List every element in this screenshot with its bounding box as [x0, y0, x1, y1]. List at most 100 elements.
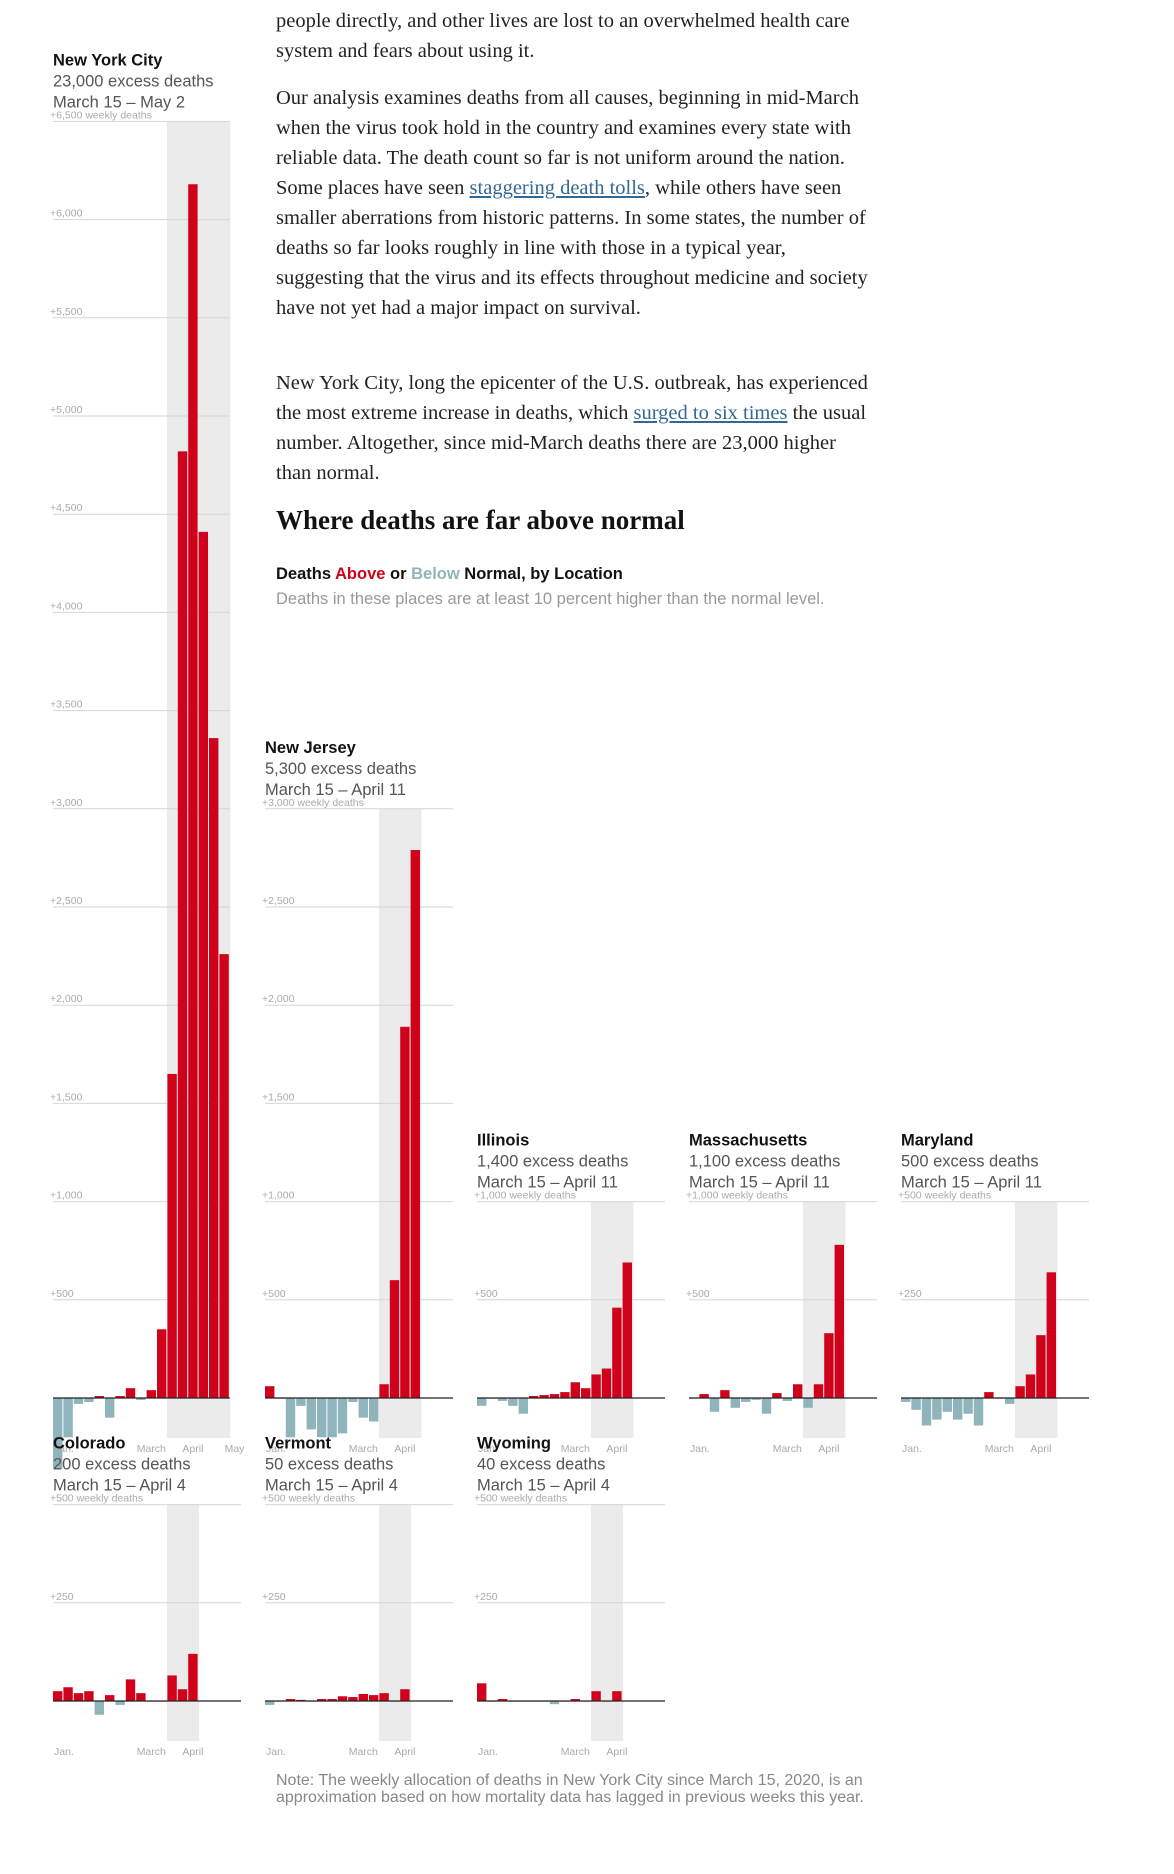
section-heading: Where deaths are far above normal [276, 505, 685, 535]
vermont-excess-deaths: 50 excess deaths [265, 1456, 393, 1474]
vermont-bar [265, 1701, 275, 1705]
paragraph-text: New York City, long the epicenter of the… [276, 372, 868, 424]
new-york-city-bar [115, 1396, 125, 1398]
vermont-y-tick-label: +250 [262, 1591, 286, 1603]
vermont-x-tick-label: April [394, 1746, 415, 1758]
surged-link[interactable]: surged to six times [633, 402, 788, 424]
new-jersey-x-tick-label: Jan. [266, 1443, 286, 1455]
vermont-x-tick-label: Jan. [266, 1746, 286, 1758]
maryland-y-tick-label: +250 [898, 1288, 922, 1300]
new-jersey-bar [285, 1398, 296, 1438]
new-jersey-y-tick-label: +2,500 [262, 895, 295, 907]
wyoming-bar [612, 1691, 622, 1701]
chart-title-text: or [385, 565, 412, 583]
paragraph-text: Our analysis examines deaths from all ca… [276, 87, 859, 199]
new-york-city-excess-deaths: 23,000 excess deaths [53, 72, 214, 90]
massachusetts-bar [803, 1398, 813, 1408]
wyoming-period: March 15 – April 4 [477, 1477, 610, 1495]
vermont-bar [379, 1693, 389, 1701]
illinois-y-tick-label: +500 [474, 1288, 498, 1300]
illinois-x-tick-label: April [606, 1443, 627, 1455]
new-york-city-bar [136, 1398, 146, 1400]
vermont-bar [317, 1699, 327, 1701]
maryland-excess-deaths: 500 excess deaths [901, 1153, 1039, 1171]
illinois-bar [570, 1382, 580, 1398]
maryland-bar [1036, 1335, 1046, 1398]
chart-title: Deaths Above or Below Normal, by Locatio… [276, 565, 896, 584]
maryland-title: Maryland [901, 1132, 973, 1150]
new-jersey-y-tick-label: +2,000 [262, 993, 295, 1005]
new-york-city-bar [125, 1388, 136, 1398]
massachusetts-bar [761, 1398, 772, 1414]
vermont-title: Vermont [265, 1435, 332, 1453]
new-jersey-bar [379, 1384, 389, 1398]
new-jersey-bar [358, 1398, 368, 1418]
maryland-bar [963, 1398, 973, 1414]
new-york-city-bar [146, 1390, 156, 1398]
new-york-city-y-tick-label: +2,500 [50, 895, 83, 907]
maryland-bar [1046, 1272, 1056, 1398]
colorado-bar [53, 1691, 63, 1701]
vermont-bar [337, 1696, 348, 1701]
wyoming-y-tick-label: +500 weekly deaths [474, 1493, 567, 1505]
illinois-bar [601, 1368, 612, 1398]
new-jersey-period: March 15 – April 11 [265, 781, 406, 799]
new-jersey-x-tick-label: March [349, 1443, 378, 1455]
massachusetts-bar [699, 1394, 709, 1398]
chart-title-text: Deaths [276, 565, 335, 583]
wyoming-x-tick-label: April [606, 1746, 627, 1758]
maryland-period: March 15 – April 11 [901, 1174, 1042, 1192]
new-york-city-y-tick-label: +2,000 [50, 993, 83, 1005]
new-york-city-bar [73, 1398, 84, 1404]
colorado-title: Colorado [53, 1435, 125, 1453]
new-jersey-x-tick-label: April [394, 1443, 415, 1455]
new-jersey-bar [337, 1398, 348, 1434]
colorado-bar [94, 1701, 104, 1715]
massachusetts-bar [772, 1393, 782, 1398]
article-paragraph: people directly, and other lives are los… [276, 10, 850, 62]
new-jersey-excess-deaths: 5,300 excess deaths [265, 760, 416, 778]
chart-title-above: Above [335, 565, 386, 583]
new-york-city-x-tick-label: Jan. [54, 1443, 74, 1455]
maryland-bar [1025, 1374, 1036, 1398]
maryland-x-tick-label: April [1030, 1443, 1051, 1455]
massachusetts-period: March 15 – April 11 [689, 1174, 830, 1192]
illinois-title: Illinois [477, 1132, 529, 1150]
massachusetts-bar [709, 1398, 720, 1412]
massachusetts-bar [834, 1244, 844, 1398]
maryland-bar [1005, 1398, 1015, 1404]
illinois-y-tick-label: +1,000 weekly deaths [474, 1190, 576, 1202]
vermont-bar [285, 1699, 296, 1701]
new-york-city-y-tick-label: +3,500 [50, 699, 83, 711]
new-jersey-bar [327, 1398, 337, 1438]
maryland-y-tick-label: +500 weekly deaths [898, 1190, 991, 1202]
new-york-city-x-tick-label: April [182, 1443, 203, 1455]
vermont-shaded-period [378, 1504, 412, 1741]
new-york-city-bar [167, 1073, 177, 1398]
maryland-bar [932, 1398, 942, 1420]
new-jersey-y-tick-label: +500 [262, 1288, 286, 1300]
vermont-bar [348, 1697, 358, 1701]
wyoming-bar [497, 1699, 508, 1701]
new-york-city-y-tick-label: +4,000 [50, 600, 83, 612]
massachusetts-x-tick-label: April [818, 1443, 839, 1455]
new-york-city-y-tick-label: +6,500 weekly deaths [50, 109, 152, 121]
illinois-bar [497, 1398, 508, 1401]
new-york-city-title: New York City [53, 51, 163, 69]
new-york-city-bar [94, 1396, 104, 1398]
new-jersey-bar [400, 1026, 410, 1398]
illinois-bar [518, 1398, 528, 1414]
maryland-bar [901, 1398, 911, 1402]
new-jersey-bar [348, 1398, 358, 1402]
new-york-city-y-tick-label: +3,000 [50, 797, 83, 809]
illinois-bar [622, 1262, 632, 1398]
staggering-death-tolls-link[interactable]: staggering death tolls [469, 177, 645, 199]
wyoming-shaded-period [590, 1504, 624, 1741]
massachusetts-bar [793, 1384, 803, 1398]
maryland-bar [921, 1398, 932, 1426]
new-york-city-x-tick-label: May [225, 1443, 246, 1455]
wyoming-bar [549, 1701, 560, 1705]
colorado-x-tick-label: April [182, 1746, 203, 1758]
massachusetts-y-tick-label: +500 [686, 1288, 710, 1300]
massachusetts-bar [813, 1384, 824, 1398]
